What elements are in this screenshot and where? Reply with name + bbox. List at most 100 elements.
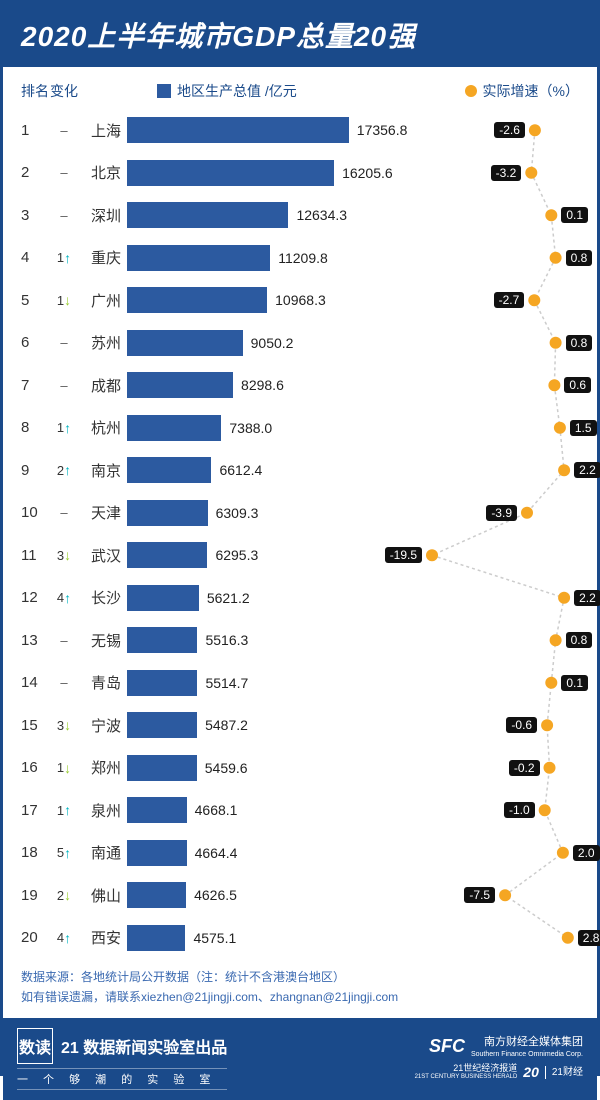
city-cell: 南京 bbox=[79, 460, 127, 481]
bar-cell: 4575.1 bbox=[127, 917, 579, 960]
table-row: 14–青岛5514.7 bbox=[21, 662, 579, 705]
legend-row: 排名 变化 地区生产总值 /亿元 实际增速（%） bbox=[3, 67, 597, 109]
city-cell: 无锡 bbox=[79, 630, 127, 651]
bar-cell: 8298.6 bbox=[127, 364, 579, 407]
city-cell: 宁波 bbox=[79, 715, 127, 736]
city-cell: 长沙 bbox=[79, 587, 127, 608]
bar-cell: 5621.2 bbox=[127, 577, 579, 620]
gdp-bar bbox=[127, 585, 199, 611]
bar-cell: 6612.4 bbox=[127, 449, 579, 492]
footer-subtitle: 一 个 够 潮 的 实 验 室 bbox=[17, 1068, 227, 1090]
rank-cell: 4 bbox=[21, 249, 49, 266]
rank-cell: 7 bbox=[21, 377, 49, 394]
change-cell: 3↓ bbox=[49, 547, 79, 563]
sfc-logo: SFC bbox=[429, 1035, 465, 1058]
page-title: 2020上半年城市GDP总量20强 bbox=[3, 3, 597, 67]
city-cell: 北京 bbox=[79, 162, 127, 183]
growth-badge: 2.8 bbox=[578, 930, 600, 946]
bar-cell: 5514.7 bbox=[127, 662, 579, 705]
change-cell: 1↑ bbox=[49, 250, 79, 266]
gdp-bar bbox=[127, 245, 270, 271]
table-row: 81↑杭州7388.0 bbox=[21, 407, 579, 450]
gdp-bar bbox=[127, 202, 288, 228]
change-cell: 1↓ bbox=[49, 292, 79, 308]
legend-bar: 地区生产总值 /亿元 bbox=[157, 81, 297, 101]
sfc-en: Southern Finance Omnimedia Corp. bbox=[471, 1050, 583, 1059]
bar-cell: 4626.5 bbox=[127, 874, 579, 917]
gdp-bar bbox=[127, 415, 221, 441]
header-rank: 排名 bbox=[21, 81, 49, 101]
rank-cell: 20 bbox=[21, 929, 49, 946]
gdp-value: 4575.1 bbox=[193, 930, 236, 946]
gdp-value: 10968.3 bbox=[275, 292, 326, 308]
table-row: 153↓宁波5487.2 bbox=[21, 704, 579, 747]
footer-left: 数读 21 数据新闻实验室出品 一 个 够 潮 的 实 验 室 bbox=[17, 1028, 227, 1090]
rank-cell: 1 bbox=[21, 122, 49, 139]
city-cell: 郑州 bbox=[79, 757, 127, 778]
arrow-up-icon: ↑ bbox=[64, 590, 71, 606]
legend-growth: 实际增速（%） bbox=[465, 81, 579, 101]
table-row: 185↑南通4664.4 bbox=[21, 832, 579, 875]
gdp-bar bbox=[127, 160, 334, 186]
gdp-bar bbox=[127, 372, 233, 398]
chart-area: 1–上海17356.82–北京16205.63–深圳12634.341↑重庆11… bbox=[3, 109, 597, 959]
table-row: 161↓郑州5459.6 bbox=[21, 747, 579, 790]
change-cell: – bbox=[49, 378, 79, 393]
city-cell: 苏州 bbox=[79, 332, 127, 353]
city-cell: 深圳 bbox=[79, 205, 127, 226]
table-row: 10–天津6309.3 bbox=[21, 492, 579, 535]
rank-cell: 11 bbox=[21, 547, 49, 564]
table-row: 1–上海17356.8 bbox=[21, 109, 579, 152]
gdp-bar bbox=[127, 330, 243, 356]
city-cell: 南通 bbox=[79, 842, 127, 863]
change-cell: 1↑ bbox=[49, 802, 79, 818]
arrow-down-icon: ↓ bbox=[64, 547, 71, 563]
bar-cell: 11209.8 bbox=[127, 237, 579, 280]
rank-cell: 13 bbox=[21, 632, 49, 649]
arrow-down-icon: ↓ bbox=[64, 887, 71, 903]
gdp-bar bbox=[127, 457, 211, 483]
gdp-bar bbox=[127, 670, 197, 696]
gdp-value: 5487.2 bbox=[205, 717, 248, 733]
table-row: 6–苏州9050.2 bbox=[21, 322, 579, 365]
change-cell: 2↓ bbox=[49, 887, 79, 903]
city-cell: 成都 bbox=[79, 375, 127, 396]
rank-cell: 12 bbox=[21, 589, 49, 606]
change-cell: – bbox=[49, 675, 79, 690]
rank-cell: 18 bbox=[21, 844, 49, 861]
bar-cell: 7388.0 bbox=[127, 407, 579, 450]
gdp-bar bbox=[127, 287, 267, 313]
gdp-value: 4626.5 bbox=[194, 887, 237, 903]
arrow-down-icon: ↓ bbox=[64, 292, 71, 308]
gdp-value: 5516.3 bbox=[205, 632, 248, 648]
gdp-value: 5621.2 bbox=[207, 590, 250, 606]
footer: 数读 21 数据新闻实验室出品 一 个 够 潮 的 实 验 室 SFC 南方财经… bbox=[3, 1018, 597, 1100]
table-row: 7–成都8298.6 bbox=[21, 364, 579, 407]
legend-bar-label: 地区生产总值 /亿元 bbox=[177, 81, 297, 101]
bar-cell: 6309.3 bbox=[127, 492, 579, 535]
gdp-value: 12634.3 bbox=[296, 207, 347, 223]
bar-cell: 4664.4 bbox=[127, 832, 579, 875]
table-row: 92↑南京6612.4 bbox=[21, 449, 579, 492]
table-row: 171↑泉州4668.1 bbox=[21, 789, 579, 832]
gdp-value: 17356.8 bbox=[357, 122, 408, 138]
change-cell: – bbox=[49, 633, 79, 648]
rank-cell: 15 bbox=[21, 717, 49, 734]
city-cell: 泉州 bbox=[79, 800, 127, 821]
change-cell: 2↑ bbox=[49, 462, 79, 478]
bar-cell: 5487.2 bbox=[127, 704, 579, 747]
city-cell: 佛山 bbox=[79, 885, 127, 906]
arrow-up-icon: ↑ bbox=[64, 845, 71, 861]
city-cell: 重庆 bbox=[79, 247, 127, 268]
gdp-bar bbox=[127, 882, 186, 908]
change-cell: 1↓ bbox=[49, 760, 79, 776]
legend-dot-icon bbox=[465, 85, 477, 97]
footer-right: SFC 南方财经全媒体集团 Southern Finance Omnimedia… bbox=[415, 1035, 583, 1082]
arrow-down-icon: ↓ bbox=[64, 760, 71, 776]
arrow-up-icon: ↑ bbox=[64, 250, 71, 266]
table-row: 124↑长沙5621.2 bbox=[21, 577, 579, 620]
gdp-value: 5514.7 bbox=[205, 675, 248, 691]
rank-cell: 6 bbox=[21, 334, 49, 351]
gdp-bar bbox=[127, 500, 208, 526]
rank-cell: 14 bbox=[21, 674, 49, 691]
